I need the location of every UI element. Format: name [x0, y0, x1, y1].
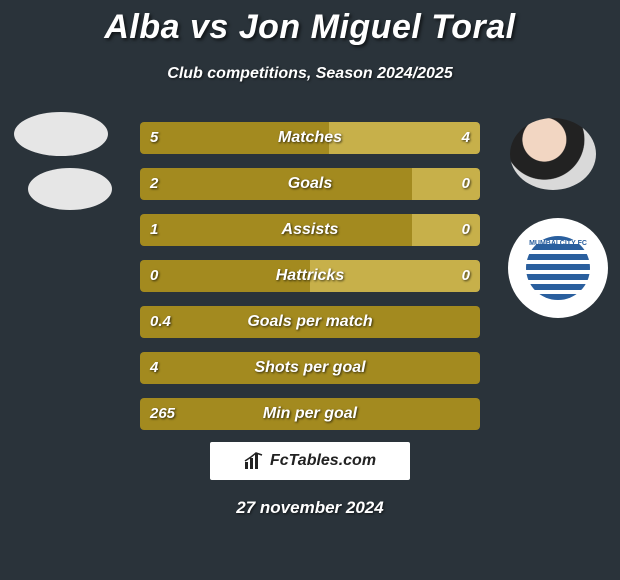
chart-icon — [244, 452, 264, 470]
page-subtitle: Club competitions, Season 2024/2025 — [0, 65, 620, 83]
comparison-chart: Matches54Goals20Assists10Hattricks00Goal… — [140, 122, 480, 444]
player-left-avatar — [14, 112, 108, 156]
bar-left — [140, 260, 310, 292]
stat-value-right: 0 — [462, 168, 470, 200]
stat-value-left: 265 — [150, 398, 175, 430]
bar-left — [140, 168, 412, 200]
stat-value-left: 4 — [150, 352, 158, 384]
player-right-avatar — [510, 118, 596, 190]
club-right-badge-label: MUMBAI CITY FC — [526, 236, 590, 300]
club-left-avatar — [28, 168, 112, 210]
club-right-badge: MUMBAI CITY FC — [508, 218, 608, 318]
bar-left — [140, 398, 480, 430]
stat-value-left: 0.4 — [150, 306, 171, 338]
stat-row: Min per goal265 — [140, 398, 480, 430]
bar-left — [140, 352, 480, 384]
stat-row: Shots per goal4 — [140, 352, 480, 384]
page-title: Alba vs Jon Miguel Toral — [0, 0, 620, 47]
stat-row: Goals20 — [140, 168, 480, 200]
stat-row: Assists10 — [140, 214, 480, 246]
stat-value-left: 0 — [150, 260, 158, 292]
stat-row: Hattricks00 — [140, 260, 480, 292]
stat-row: Goals per match0.4 — [140, 306, 480, 338]
bar-left — [140, 214, 412, 246]
stat-row: Matches54 — [140, 122, 480, 154]
bar-right — [329, 122, 480, 154]
bar-left — [140, 306, 480, 338]
stat-value-left: 5 — [150, 122, 158, 154]
stat-value-right: 0 — [462, 260, 470, 292]
stat-value-left: 2 — [150, 168, 158, 200]
stat-value-left: 1 — [150, 214, 158, 246]
site-badge: FcTables.com — [210, 442, 410, 480]
bar-left — [140, 122, 329, 154]
site-badge-label: FcTables.com — [270, 452, 376, 470]
stat-value-right: 4 — [462, 122, 470, 154]
bar-right — [310, 260, 480, 292]
date-label: 27 november 2024 — [0, 498, 620, 518]
stat-value-right: 0 — [462, 214, 470, 246]
